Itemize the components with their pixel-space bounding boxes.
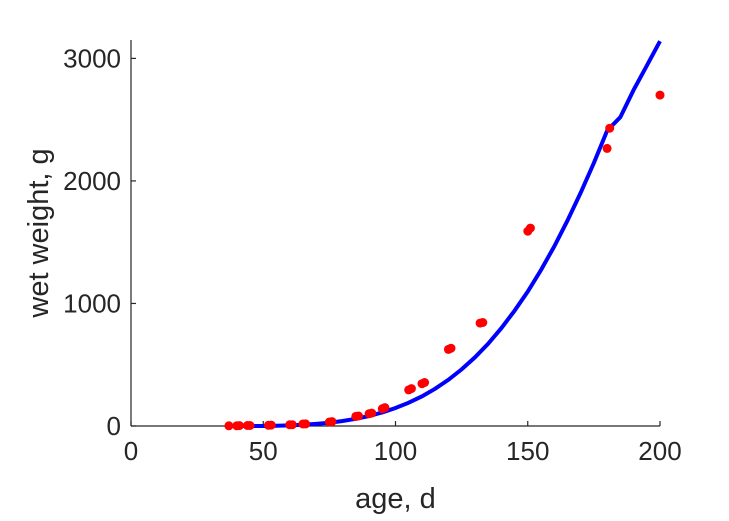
data-point [224, 421, 234, 431]
data-point [605, 123, 615, 133]
data-point [266, 420, 276, 430]
y-tick-label: 1000 [63, 288, 121, 318]
x-tick-label: 200 [638, 436, 681, 466]
data-point [420, 378, 430, 387]
data-point [367, 408, 377, 418]
axes: 0 50 100 150 200 0 1000 2000 3000 [63, 40, 682, 466]
data-point [287, 420, 297, 430]
y-tick-label: 3000 [63, 43, 121, 73]
data-point [602, 143, 612, 153]
data-point [354, 411, 363, 421]
data-point [301, 419, 311, 429]
x-tick-label: 0 [124, 436, 138, 466]
data-point [380, 403, 390, 413]
data-points [224, 90, 665, 431]
y-tick-label: 0 [107, 411, 121, 441]
data-point [655, 90, 665, 100]
x-tick-label: 50 [249, 436, 278, 466]
y-axis-title: wet weight, g [23, 148, 55, 318]
y-tick-label: 2000 [63, 166, 121, 196]
data-point [327, 417, 337, 427]
data-point [478, 318, 488, 327]
data-point [525, 223, 535, 233]
x-axis-title: age, d [355, 483, 436, 515]
fit-curve [231, 40, 662, 428]
data-point [446, 343, 456, 353]
y-ticks: 0 1000 2000 3000 [63, 43, 136, 441]
data-point [406, 384, 416, 394]
x-tick-label: 100 [374, 436, 417, 466]
data-point [245, 421, 255, 430]
data-point [234, 421, 244, 431]
x-tick-label: 150 [506, 436, 549, 466]
x-ticks: 0 50 100 150 200 [124, 421, 682, 466]
